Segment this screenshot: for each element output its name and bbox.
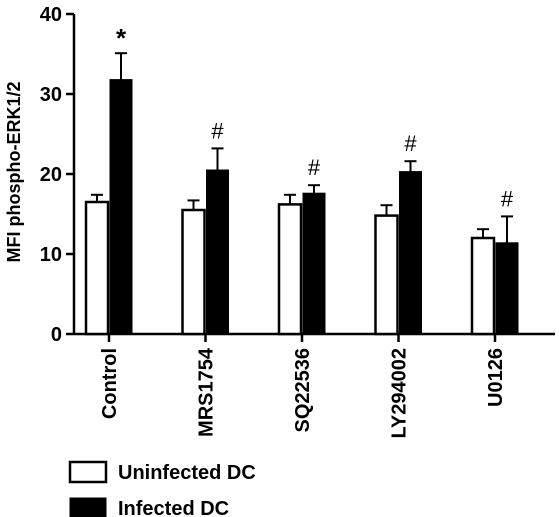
legend-label: Infected DC <box>118 498 229 517</box>
x-axis: Control MRS1754 SQ22536 LY294002 U0126 <box>74 332 555 438</box>
annotations: * # # # # <box>116 23 514 211</box>
significance-star: * <box>116 23 127 53</box>
bar-infected <box>302 192 326 335</box>
y-tick-label: 40 <box>40 4 62 26</box>
legend-swatch <box>68 460 108 484</box>
x-tick-label: MRS1754 <box>196 347 218 437</box>
y-tick-label: 10 <box>40 244 62 266</box>
y-axis: 0 10 20 30 40 <box>40 4 76 346</box>
bars <box>84 52 519 336</box>
significance-hash: # <box>211 118 224 143</box>
bar-infected <box>399 171 422 335</box>
legend: Uninfected DC Infected DC <box>68 460 256 517</box>
legend-label: Uninfected DC <box>118 462 256 484</box>
y-tick-label: 0 <box>51 324 62 346</box>
bar-infected <box>495 242 519 335</box>
bar-uninfected <box>470 236 496 336</box>
bar-uninfected <box>181 208 206 336</box>
y-tick-label: 20 <box>40 164 62 186</box>
x-tick-label: SQ22536 <box>292 348 314 433</box>
bar-infected <box>109 79 133 335</box>
x-tick-label: LY294002 <box>389 348 411 438</box>
significance-hash: # <box>404 131 417 156</box>
bar-uninfected <box>277 203 303 336</box>
significance-hash: # <box>308 155 321 180</box>
x-tick-label: U0126 <box>485 348 507 407</box>
y-tick-label: 30 <box>40 84 62 106</box>
legend-swatch <box>69 497 107 517</box>
bar-infected <box>206 169 229 335</box>
bar-uninfected <box>374 214 399 336</box>
y-axis-label: MFI phospho-ERK1/2 <box>4 82 24 263</box>
bar-uninfected <box>84 200 110 336</box>
x-tick-label: Control <box>99 348 121 419</box>
significance-hash: # <box>501 186 514 211</box>
